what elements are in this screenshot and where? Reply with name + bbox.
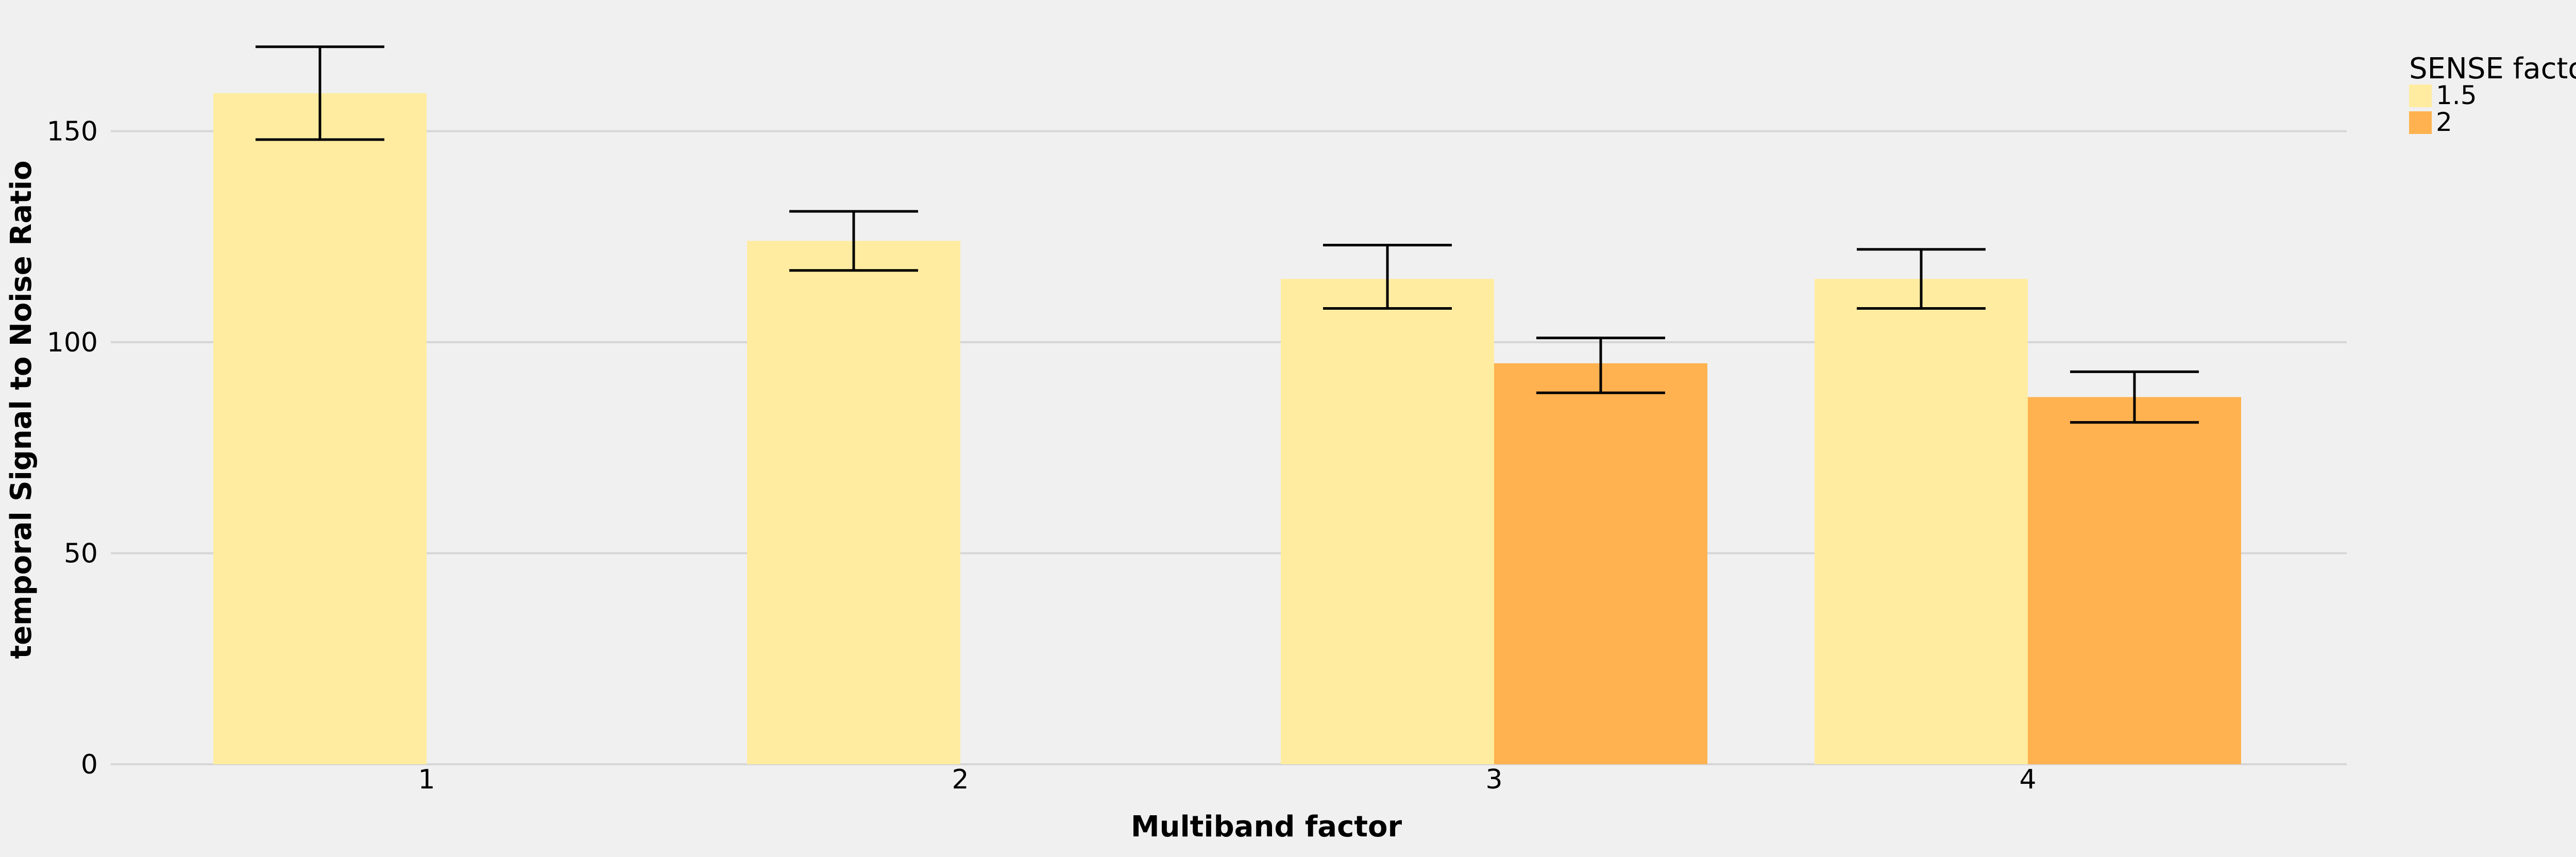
bars <box>213 93 2241 764</box>
x-tick-label-2: 2 <box>952 764 969 795</box>
bar-1.5-mb2 <box>747 241 960 764</box>
legend-swatch-2 <box>2409 111 2432 134</box>
y-tick-label-150: 150 <box>47 116 98 147</box>
errorbar-1.5-mb3 <box>1323 244 1452 310</box>
bar-2-mb4 <box>2028 397 2241 764</box>
legend: SENSE factor 1.52 <box>2409 52 2576 137</box>
y-tick-label-50: 50 <box>64 539 98 569</box>
x-tick-label-3: 3 <box>1485 764 1502 795</box>
x-tick-label-4: 4 <box>2019 764 2036 795</box>
bar-1.5-mb4 <box>1815 279 2028 764</box>
bar-1.5-mb1 <box>213 93 427 764</box>
y-tick-label-100: 100 <box>47 327 98 358</box>
y-axis: 0 50 100 150 <box>47 116 98 781</box>
errorbar-1.5-mb1 <box>256 45 384 141</box>
errorbar-2-mb3 <box>1536 337 1665 394</box>
x-axis: 1 2 3 4 <box>418 764 2036 795</box>
legend-title: SENSE factor <box>2409 52 2576 86</box>
bar-1.5-mb3 <box>1281 279 1494 764</box>
legend-label-2: 2 <box>2436 107 2452 137</box>
x-axis-title: Multiband factor <box>1131 810 1402 844</box>
errorbar-1.5-mb4 <box>1857 248 1986 310</box>
errorbar-2-mb4 <box>2070 370 2199 424</box>
bar-2-mb3 <box>1494 363 1707 764</box>
error-bars <box>256 45 2199 424</box>
y-tick-label-0: 0 <box>81 749 98 780</box>
errorbar-1.5-mb2 <box>789 210 918 272</box>
x-tick-label-1: 1 <box>418 764 435 795</box>
y-axis-title: temporal Signal to Noise Ratio <box>5 160 38 659</box>
legend-label-1.5: 1.5 <box>2436 80 2477 110</box>
legend-swatch-1.5 <box>2409 85 2432 107</box>
